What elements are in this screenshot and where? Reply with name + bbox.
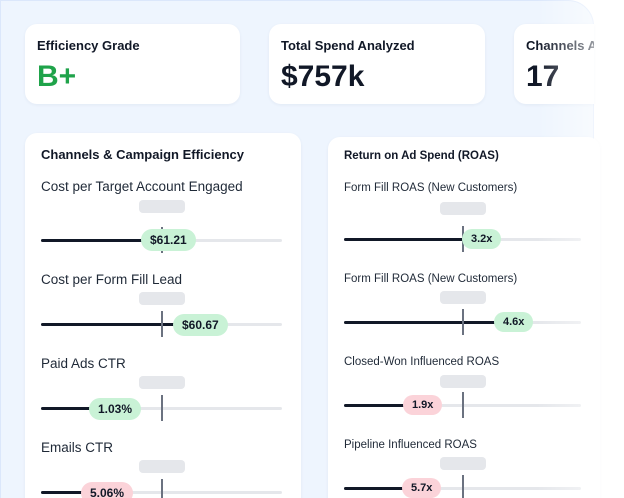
efficiency-grade-card: Efficiency Grade B+	[25, 24, 240, 104]
metric-fill	[344, 238, 465, 241]
metric-fill	[344, 404, 407, 407]
benchmark-marker	[440, 457, 486, 470]
metric-value-pill: $60.67	[173, 314, 228, 336]
efficiency-title: Channels & Campaign Efficiency	[41, 147, 244, 162]
metric-label: Pipeline Influenced ROAS	[344, 439, 477, 451]
target-marker	[462, 309, 464, 335]
metric-label: Cost per Form Fill Lead	[41, 272, 183, 287]
metric-value-pill: 3.2x	[462, 229, 502, 249]
target-marker	[462, 392, 464, 418]
total-spend-label: Total Spend Analyzed	[281, 38, 415, 53]
benchmark-marker	[139, 200, 185, 213]
target-marker	[161, 311, 163, 337]
target-marker	[161, 395, 163, 421]
total-spend-card: Total Spend Analyzed $757k	[269, 24, 485, 104]
efficiency-card: Channels & Campaign Efficiency Cost per …	[25, 133, 301, 498]
roas-card: Return on Ad Spend (ROAS) Form Fill ROAS…	[328, 137, 600, 498]
metric-label: Form Fill ROAS (New Customers)	[344, 273, 518, 285]
roas-title: Return on Ad Spend (ROAS)	[344, 150, 499, 162]
benchmark-marker	[139, 292, 185, 305]
metric-fill	[41, 239, 156, 242]
channels-analyzed-card: Channels Analyzed 17	[514, 24, 594, 104]
benchmark-marker	[440, 375, 486, 388]
benchmark-marker	[440, 202, 486, 215]
metric-fill	[344, 321, 510, 324]
metric-value-pill: 5.06%	[81, 482, 134, 498]
metric-value-pill: $61.21	[141, 229, 196, 251]
metric-value-pill: 1.9x	[403, 395, 443, 415]
target-marker	[462, 475, 464, 498]
benchmark-marker	[139, 376, 185, 389]
efficiency-grade-label: Efficiency Grade	[37, 38, 140, 53]
metric-label: Closed-Won Influenced ROAS	[344, 356, 500, 368]
metric-value-pill: 4.6x	[494, 312, 534, 332]
metric-label: Emails CTR	[41, 440, 114, 455]
metric-fill	[344, 487, 404, 490]
efficiency-grade-value: B+	[37, 60, 77, 93]
metric-label: Paid Ads CTR	[41, 356, 126, 371]
metric-value-pill: 5.7x	[402, 478, 442, 498]
benchmark-marker	[440, 291, 486, 304]
total-spend-value: $757k	[281, 60, 365, 93]
metric-value-pill: 1.03%	[89, 398, 142, 420]
target-marker	[161, 479, 163, 498]
channels-analyzed-label: Channels Analyzed	[526, 38, 594, 53]
benchmark-marker	[139, 460, 185, 473]
metric-label: Cost per Target Account Engaged	[41, 179, 243, 194]
channels-analyzed-value: 17	[526, 60, 560, 93]
metric-label: Form Fill ROAS (New Customers)	[344, 182, 518, 194]
